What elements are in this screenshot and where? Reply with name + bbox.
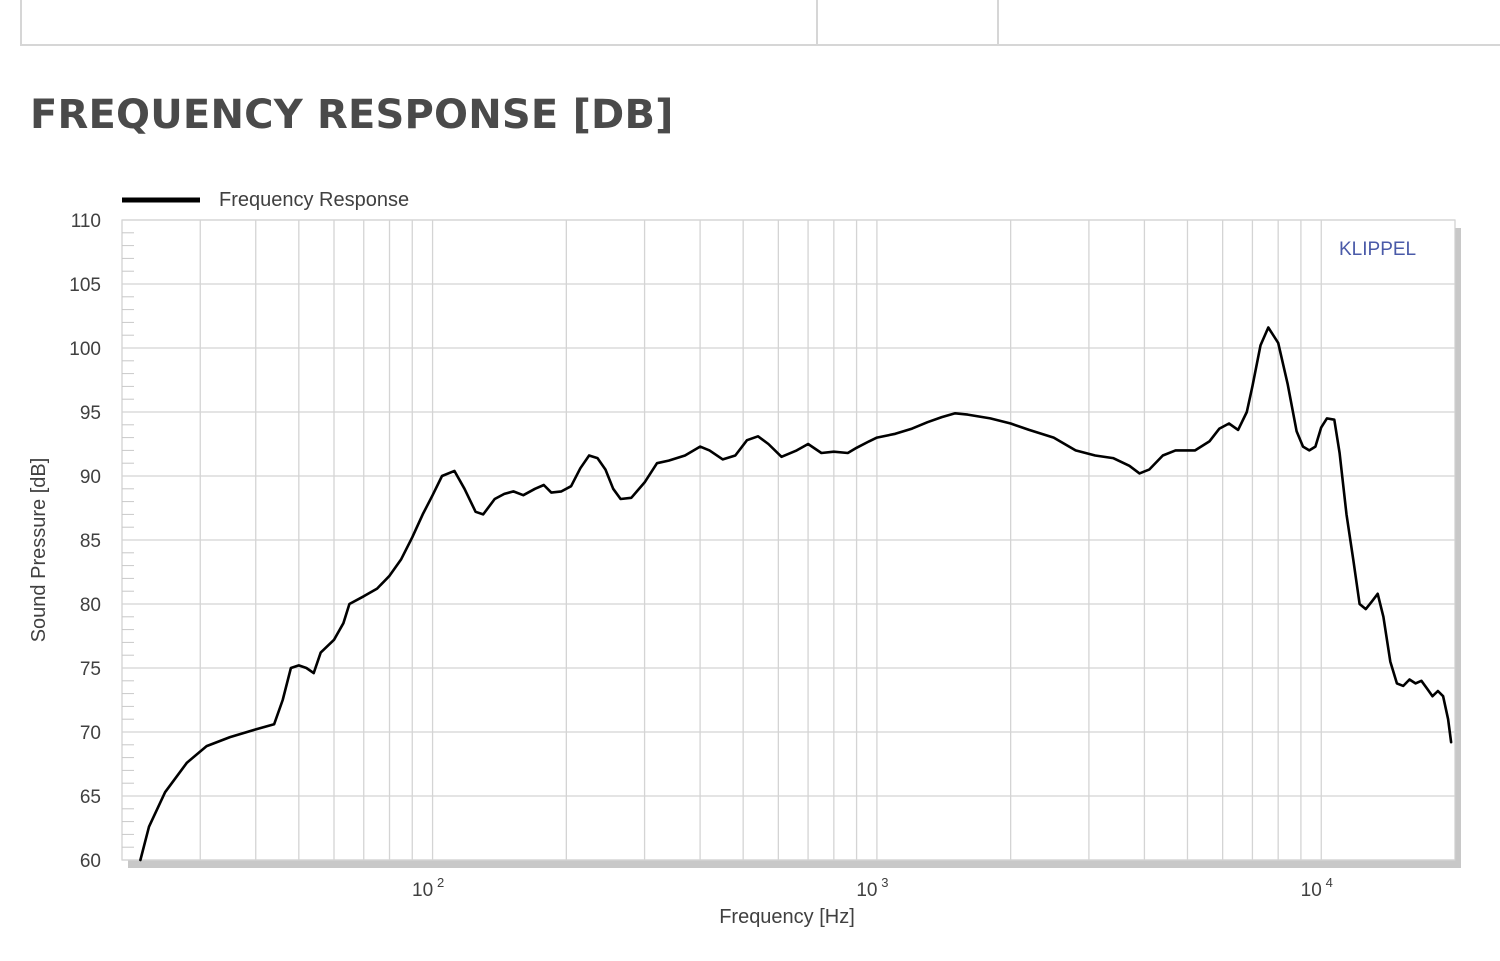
y-tick-label: 70 bbox=[80, 723, 101, 744]
section-title: FREQUENCY RESPONSE [DB] bbox=[30, 92, 674, 138]
y-tick-labels: 60 65 70 75 80 85 90 95 100 105 110 bbox=[69, 211, 101, 872]
x-tick-label: 10 bbox=[412, 880, 433, 901]
table-column-divider bbox=[816, 0, 818, 44]
series-line-frequency-response bbox=[139, 326, 1453, 862]
y-axis-title: Sound Pressure [dB] bbox=[28, 458, 50, 643]
x-tick-label: 10 bbox=[856, 880, 877, 901]
y-tick-label: 65 bbox=[80, 787, 101, 808]
series-layer bbox=[139, 326, 1453, 862]
y-tick-label: 100 bbox=[69, 339, 101, 360]
x-axis-title: Frequency [Hz] bbox=[719, 906, 855, 928]
previous-table-fragment bbox=[20, 0, 1500, 46]
y-tick-label: 90 bbox=[80, 467, 101, 488]
y-tick-label: 105 bbox=[69, 275, 101, 296]
y-tick-label: 95 bbox=[80, 403, 101, 424]
y-tick-label: 85 bbox=[80, 531, 101, 552]
minor-ticks bbox=[122, 232, 134, 848]
y-tick-label: 75 bbox=[80, 659, 101, 680]
x-tick-exponent: 4 bbox=[1326, 875, 1333, 890]
y-tick-label: 60 bbox=[80, 851, 101, 872]
x-tick-labels: 10 2 10 3 10 4 bbox=[412, 875, 1333, 901]
x-tick-exponent: 3 bbox=[881, 875, 888, 890]
klippel-watermark: KLIPPEL bbox=[1339, 239, 1416, 260]
x-tick-label: 10 bbox=[1301, 880, 1322, 901]
legend-label-frequency-response: Frequency Response bbox=[219, 189, 409, 211]
plot-frame bbox=[121, 219, 1461, 868]
table-column-divider bbox=[997, 0, 999, 44]
y-tick-label: 110 bbox=[71, 211, 101, 232]
y-tick-label: 80 bbox=[80, 595, 101, 616]
frequency-response-chart: 60 65 70 75 80 85 90 95 100 105 110 10 2 10 3 10 4 Freq… bbox=[28, 189, 1461, 928]
x-tick-exponent: 2 bbox=[437, 875, 444, 890]
legend: Frequency Response bbox=[122, 189, 409, 211]
